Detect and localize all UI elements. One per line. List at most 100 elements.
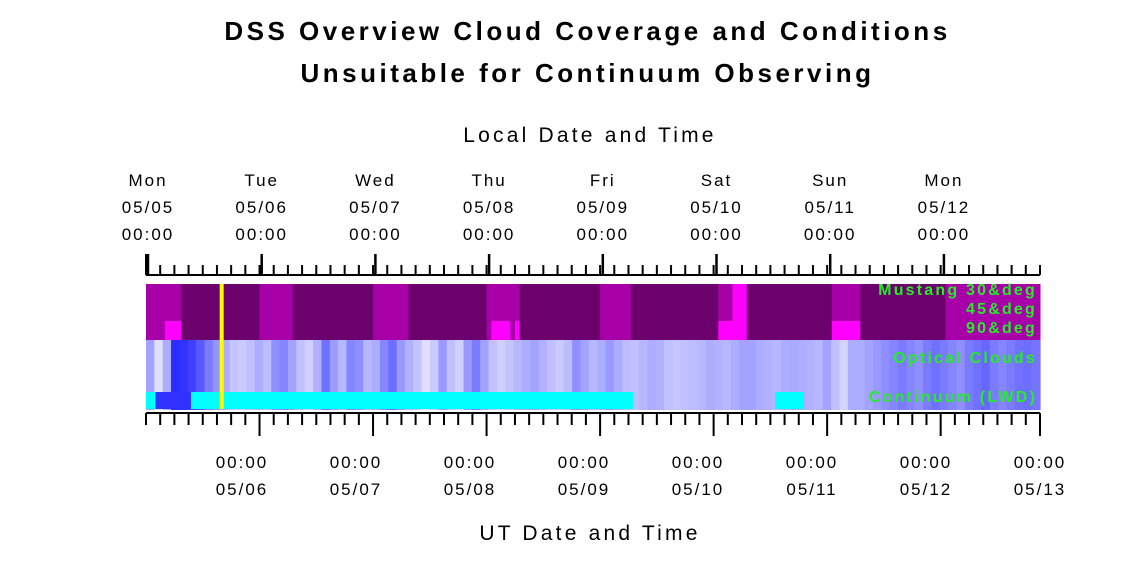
top-tick-label: Wed 05/07 00:00: [330, 167, 420, 248]
optical-cloud-cell: [237, 340, 247, 410]
optical-cloud-cell: [948, 340, 958, 410]
top-tick-label: Tue 05/06 00:00: [217, 167, 307, 248]
top-tick-date: 05/06: [235, 198, 288, 217]
optical-cloud-cell: [555, 340, 565, 410]
optical-cloud-cell: [563, 340, 573, 410]
optical-cloud-cell: [1031, 340, 1041, 410]
optical-cloud-cell: [780, 340, 790, 410]
optical-cloud-cell: [831, 340, 841, 410]
optical-cloud-cell: [822, 340, 832, 410]
optical-cloud-cell: [413, 340, 423, 410]
optical-cloud-cell: [806, 340, 816, 410]
bottom-tick-label: 00:00 05/07: [311, 449, 401, 503]
current-time-line: [219, 284, 224, 409]
optical-cloud-cell: [989, 340, 999, 410]
optical-cloud-cell: [998, 340, 1008, 410]
optical-cloud-cell: [488, 340, 498, 410]
optical-cloud-cell: [204, 340, 214, 410]
optical-cloud-cell: [262, 340, 272, 410]
optical-cloud-cell: [914, 340, 924, 410]
optical-cloud-cell: [981, 340, 991, 410]
mustang-90-label: 90&deg: [966, 320, 1037, 337]
optical-cloud-cell: [271, 340, 281, 410]
continuum-cloud-block: [155, 392, 191, 409]
top-tick-time: 00:00: [462, 225, 516, 244]
optical-cloud-cell: [329, 340, 339, 410]
optical-cloud-cell: [388, 340, 398, 410]
top-tick-date: 05/08: [462, 198, 516, 217]
optical-cloud-cell: [496, 340, 506, 410]
continuum-label: Continuum (LWD): [868, 389, 1037, 406]
bottom-tick-time: 00:00: [329, 453, 383, 472]
top-tick-label: Sat 05/10 00:00: [672, 167, 762, 248]
mustang-highlight: [164, 321, 182, 340]
optical-cloud-cell: [438, 340, 448, 410]
optical-cloud-cell: [1006, 340, 1016, 410]
optical-cloud-cell: [889, 340, 899, 410]
optical-cloud-cell: [179, 340, 189, 410]
bottom-tick-date: 05/12: [899, 480, 953, 499]
optical-cloud-cell: [672, 340, 682, 410]
bottom-tick-date: 05/07: [329, 480, 383, 499]
optical-cloud-cell: [923, 340, 932, 410]
bottom-tick-time: 00:00: [785, 453, 839, 472]
optical-cloud-cell: [505, 340, 515, 410]
bottom-axis-title: UT Date and Time: [479, 522, 701, 545]
optical-cloud-cell: [597, 340, 607, 410]
optical-cloud-cell: [689, 340, 699, 410]
top-tick-date: 05/12: [917, 198, 971, 217]
bottom-tick-date: 05/06: [215, 480, 269, 499]
bottom-tick-time: 00:00: [557, 453, 611, 472]
mustang-30-label: Mustang 30&deg: [878, 282, 1037, 299]
top-tick-day: Sun: [812, 171, 849, 190]
optical-cloud-cell: [379, 340, 389, 410]
bottom-tick-date: 05/08: [443, 480, 497, 499]
continuum-segment: [146, 392, 156, 409]
mustang-segment: [292, 284, 374, 340]
bottom-tick-label: 00:00 05/12: [881, 449, 971, 503]
optical-cloud-cell: [714, 340, 724, 410]
mustang-segment: [519, 284, 601, 340]
bottom-tick-label: 00:00 05/10: [653, 449, 743, 503]
optical-cloud-cell: [405, 340, 414, 410]
mustang-highlight: [514, 321, 520, 340]
mustang-segment: [630, 284, 719, 340]
optical-cloud-cell: [288, 340, 297, 410]
optical-cloud-cell: [146, 340, 155, 410]
mustang-45-label: 45&deg: [966, 301, 1037, 318]
optical-cloud-cell: [789, 340, 799, 410]
bottom-tick-date: 05/10: [671, 480, 725, 499]
optical-cloud-cell: [547, 340, 557, 410]
optical-cloud-cell: [1014, 340, 1024, 410]
optical-cloud-cell: [647, 340, 657, 410]
optical-cloud-cell: [455, 340, 465, 410]
optical-cloud-cell: [580, 340, 590, 410]
optical-cloud-cell: [363, 340, 373, 410]
bottom-tick-date: 05/09: [557, 480, 611, 499]
optical-cloud-cell: [480, 340, 490, 410]
bottom-tick-label: 00:00 05/13: [995, 449, 1085, 503]
bottom-tick-label: 00:00 05/09: [539, 449, 629, 503]
top-tick-time: 00:00: [121, 225, 175, 244]
top-tick-day: Tue: [244, 171, 280, 190]
optical-cloud-cell: [755, 340, 765, 410]
bottom-tick-date: 05/13: [1013, 480, 1067, 499]
continuum-row: [146, 392, 804, 409]
optical-cloud-cell: [154, 340, 164, 410]
optical-cloud-cell: [229, 340, 239, 410]
current-time-marker: [219, 284, 224, 409]
optical-cloud-cell: [622, 340, 632, 410]
optical-cloud-cell: [171, 340, 181, 410]
mustang-segment: [373, 284, 410, 340]
mustang-highlight: [718, 321, 733, 340]
optical-cloud-cell: [246, 340, 256, 410]
optical-cloud-cell: [705, 340, 715, 410]
top-tick-date: 05/07: [349, 198, 402, 217]
optical-cloud-cell: [196, 340, 206, 410]
optical-cloud-cell: [162, 340, 172, 410]
optical-cloud-cell: [354, 340, 364, 410]
optical-cloud-cell: [463, 340, 473, 410]
optical-cloud-cell: [697, 340, 707, 410]
optical-cloud-cell: [296, 340, 306, 410]
continuum-segment: [775, 392, 804, 409]
